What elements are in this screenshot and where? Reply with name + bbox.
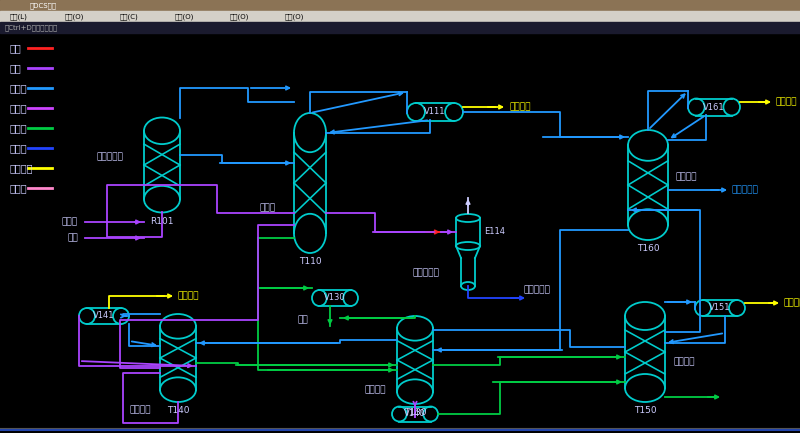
Text: 真空系统: 真空系统 xyxy=(10,163,34,173)
Text: 薄膜蒸发器: 薄膜蒸发器 xyxy=(413,268,439,278)
Text: 废水: 废水 xyxy=(297,316,308,324)
Text: 酯提纯塔: 酯提纯塔 xyxy=(676,172,698,181)
Text: 显示(O): 显示(O) xyxy=(65,13,84,20)
Text: 酯化反应器: 酯化反应器 xyxy=(97,152,123,162)
Text: 真空系统: 真空系统 xyxy=(178,291,199,301)
Text: 按Ctrl+D切换仿真画面: 按Ctrl+D切换仿真画面 xyxy=(5,24,58,31)
Text: 查询(L): 查询(L) xyxy=(10,13,28,20)
Text: T110: T110 xyxy=(298,257,322,266)
Text: V111: V111 xyxy=(424,107,446,116)
Text: 蒸汽: 蒸汽 xyxy=(10,43,22,53)
Text: 分馏塔: 分馏塔 xyxy=(260,204,276,213)
Text: V130: V130 xyxy=(324,294,346,303)
Bar xyxy=(0,0,800,11)
Text: E114: E114 xyxy=(484,227,505,236)
Bar xyxy=(0,11,800,22)
Text: 仿DCS界面: 仿DCS界面 xyxy=(30,2,57,9)
Text: V141: V141 xyxy=(94,311,114,320)
Bar xyxy=(0,22,800,33)
Text: T140: T140 xyxy=(166,406,190,415)
Text: 甲醇: 甲醇 xyxy=(68,233,78,242)
Text: 醇萃取塔: 醇萃取塔 xyxy=(364,385,386,394)
Text: V151: V151 xyxy=(710,304,730,313)
Text: 醇回收塔: 醇回收塔 xyxy=(130,405,150,414)
Text: 阻聚剂: 阻聚剂 xyxy=(10,183,28,193)
Text: 重组分: 重组分 xyxy=(10,143,28,153)
Text: R101: R101 xyxy=(150,216,174,226)
Text: 报警(O): 报警(O) xyxy=(175,13,194,20)
Text: 工艺水: 工艺水 xyxy=(10,123,28,133)
Text: 丙烯酸甲酯: 丙烯酸甲酯 xyxy=(732,185,759,194)
Text: 丙烯酸: 丙烯酸 xyxy=(10,103,28,113)
Text: T160: T160 xyxy=(637,244,659,253)
Text: 重组分回收: 重组分回收 xyxy=(523,285,550,294)
Text: 醇拔头塔: 醇拔头塔 xyxy=(673,358,694,366)
Text: 甲醇: 甲醇 xyxy=(10,63,22,73)
Text: 帮助(O): 帮助(O) xyxy=(285,13,304,20)
Text: V161: V161 xyxy=(703,103,725,112)
Text: 控制(C): 控制(C) xyxy=(120,13,138,20)
Text: T150: T150 xyxy=(634,406,656,415)
Text: 历史(O): 历史(O) xyxy=(230,13,250,20)
Text: V140: V140 xyxy=(404,410,426,419)
Text: 真空系统: 真空系统 xyxy=(776,97,798,107)
Text: 丙烯酸: 丙烯酸 xyxy=(62,217,78,226)
Text: 主物流: 主物流 xyxy=(10,83,28,93)
Text: 真空系统: 真空系统 xyxy=(509,103,530,112)
Text: 真空系统: 真空系统 xyxy=(784,298,800,307)
Text: T130: T130 xyxy=(404,408,426,417)
